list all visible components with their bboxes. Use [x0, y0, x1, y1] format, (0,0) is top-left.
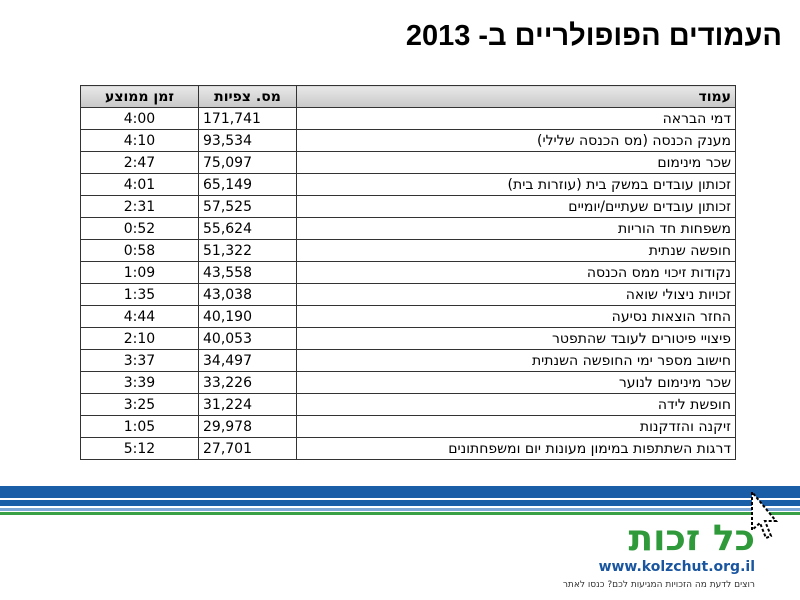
table-row: החזר הוצאות נסיעה 40,190 4:44	[80, 305, 736, 328]
table-row: זכותון עובדים שעתיים/יומיים 57,525 2:31	[80, 195, 736, 218]
page-name: זכותון עובדים במשק בית (עוזרות בית)	[296, 173, 736, 196]
view-count: 31,224	[198, 393, 297, 416]
view-count: 27,701	[198, 437, 297, 460]
blue-stripe	[0, 500, 800, 506]
table-row: זיקנה והזדקנות 29,978 1:05	[80, 415, 736, 438]
table-row: משפחות חד הוריות 55,624 0:52	[80, 217, 736, 240]
blue-stripe	[0, 486, 800, 498]
avg-time: 2:31	[80, 195, 199, 218]
data-table: עמוד מס. צפיות זמן ממוצע דמי הבראה 171,741 4…	[80, 85, 736, 460]
table-row: חישוב מספר ימי החופשה השנתית 34,497 3:37	[80, 349, 736, 372]
table-row: שכר מינימום 75,097 2:47	[80, 151, 736, 174]
column-header: מס. צפיות	[198, 85, 297, 108]
page-name: מענק הכנסה (מס הכנסה שלילי)	[296, 129, 736, 152]
cursor-icon	[751, 489, 779, 540]
view-count: 29,978	[198, 415, 297, 438]
avg-time: 3:39	[80, 371, 199, 394]
page-name: דמי הבראה	[296, 107, 736, 130]
table-row: שכר מינימום לנוער 33,226 3:39	[80, 371, 736, 394]
tagline: רוצים לדעת מה הזכויות המגיעות לכם? כנסו …	[562, 580, 755, 590]
page-name: פיצויי פיטורים לעובד שהתפטר	[296, 327, 736, 350]
view-count: 93,534	[198, 129, 297, 152]
table-row: זכותון עובדים במשק בית (עוזרות בית) 65,14…	[80, 173, 736, 196]
logo: כל זכות	[628, 518, 755, 559]
header-row: עמוד מס. צפיות זמן ממוצע	[80, 85, 736, 108]
page-name: נקודות זיכוי ממס הכנסה	[296, 261, 736, 284]
table-body: דמי הבראה 171,741 4:00 מענק הכנסה (מס הכנסה…	[80, 107, 736, 460]
table-row: מענק הכנסה (מס הכנסה שלילי) 93,534 4:10	[80, 129, 736, 152]
table-row: נקודות זיכוי ממס הכנסה 43,558 1:09	[80, 261, 736, 284]
slide-title: העמודים הפופולריים ב- 2013	[405, 20, 782, 52]
table-row: פיצויי פיטורים לעובד שהתפטר 40,053 2:10	[80, 327, 736, 350]
avg-time: 4:44	[80, 305, 199, 328]
page-name: חופשה שנתית	[296, 239, 736, 262]
table-row: חופשת לידה 31,224 3:25	[80, 393, 736, 416]
page-name: שכר מינימום לנוער	[296, 371, 736, 394]
avg-time: 0:52	[80, 217, 199, 240]
avg-time: 3:25	[80, 393, 199, 416]
site-url[interactable]: www.kolzchut.org.il	[598, 559, 755, 575]
column-header: זמן ממוצע	[80, 85, 199, 108]
light-stripe	[0, 508, 800, 511]
table-row: דרגות השתתפות במימון מעונות יום ומשפחתונ…	[80, 437, 736, 460]
avg-time: 4:00	[80, 107, 199, 130]
avg-time: 5:12	[80, 437, 199, 460]
page-name: דרגות השתתפות במימון מעונות יום ומשפחתונ…	[296, 437, 736, 460]
green-stripe	[0, 512, 800, 515]
